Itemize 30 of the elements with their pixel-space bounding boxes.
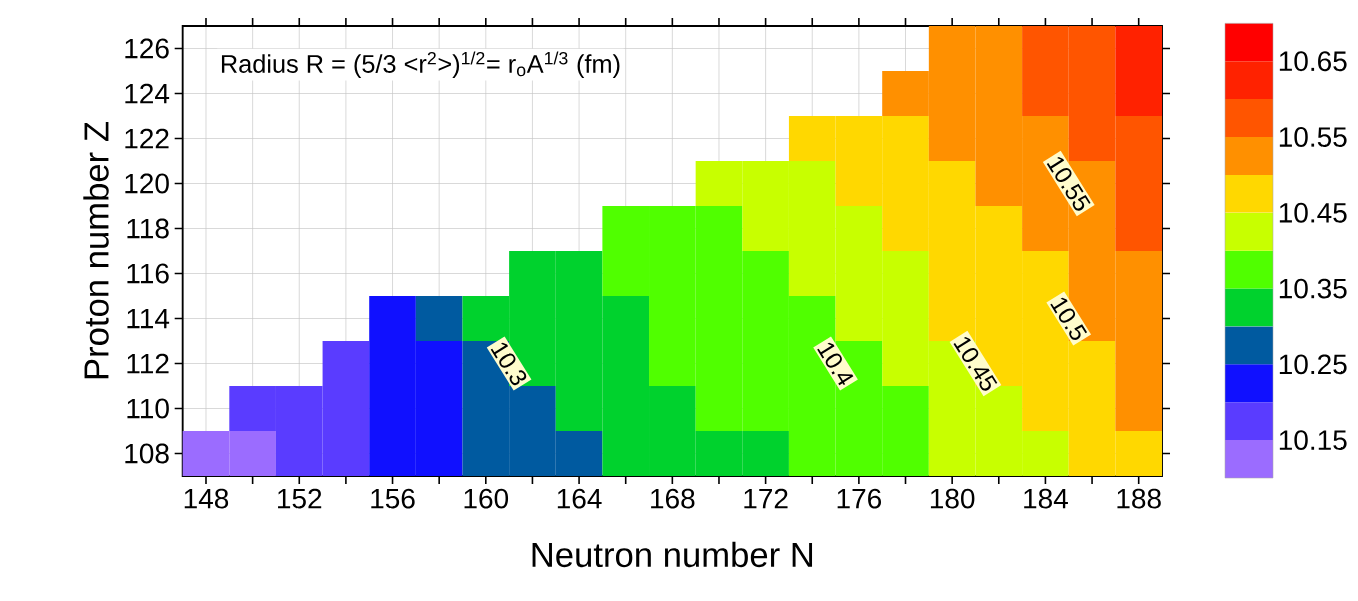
x-tick-label: 176	[837, 488, 881, 509]
x-tick-label: 152	[278, 488, 322, 509]
x-axis-title: Neutron number N	[532, 541, 813, 568]
x-tick-label: 180	[930, 488, 975, 509]
y-axis-title: Proton number Z	[83, 122, 109, 379]
y-tick-label: 108	[125, 443, 169, 464]
y-tick-label: 126	[125, 38, 169, 59]
y-tick-label: 110	[127, 398, 169, 419]
color-bar-label: 10.35	[1279, 278, 1347, 299]
x-tick-label: 148	[184, 488, 229, 509]
x-tick-label: 156	[371, 488, 415, 509]
color-bar-label: 10.25	[1279, 354, 1347, 375]
y-tick-label: 120	[125, 173, 169, 194]
x-tick-label: 168	[651, 488, 695, 509]
y-tick-label: 112	[127, 353, 169, 374]
color-bar-label: 10.45	[1279, 202, 1347, 223]
color-bar-label: 10.55	[1279, 127, 1347, 147]
y-tick-label: 122	[125, 128, 169, 149]
color-bar-label: 10.15	[1279, 430, 1347, 451]
y-tick-label: 124	[125, 83, 170, 104]
color-bar-label: 10.65	[1279, 51, 1347, 72]
x-tick-label: 160	[464, 488, 509, 509]
x-tick-label: 184	[1024, 488, 1068, 509]
y-tick-label: 118	[127, 218, 169, 239]
y-tick-label: 114	[127, 308, 170, 329]
y-tick-label: 116	[127, 263, 169, 284]
chart-title: Radius R = (5/3 <r$^{2}$>)$^{1/2}$= r$_{o}$A$^{1/3}$ (fm)	[221, 51, 620, 78]
x-tick-label: 164	[557, 488, 602, 509]
x-tick-label: 172	[744, 488, 788, 509]
x-tick-label: 188	[1117, 488, 1161, 509]
